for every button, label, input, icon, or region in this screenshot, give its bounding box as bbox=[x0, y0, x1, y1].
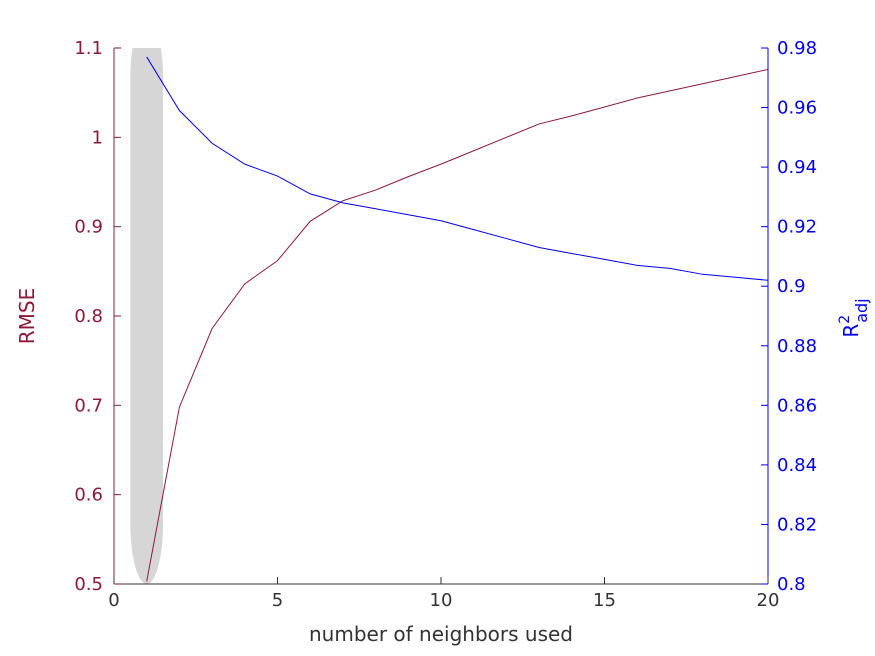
left-y-axis-title: RMSE bbox=[15, 288, 39, 344]
left-y-ticks: 0.5 0.6 0.7 0.8 0.9 1 1.1 bbox=[74, 38, 121, 595]
right-y-tick-label: 0.96 bbox=[777, 98, 817, 119]
left-y-tick-label: 0.9 bbox=[74, 217, 103, 238]
right-y-axis-title-sup: 2 bbox=[837, 315, 853, 324]
right-y-tick-label: 0.8 bbox=[777, 574, 806, 595]
right-y-tick-label: 0.88 bbox=[777, 336, 817, 357]
right-y-axis-title-sub: adj bbox=[852, 298, 871, 322]
highlight-band-mask bbox=[128, 0, 166, 48]
right-y-tick-label: 0.92 bbox=[777, 217, 817, 238]
highlight-band bbox=[130, 18, 164, 584]
series-line-r2adj bbox=[146, 56, 769, 281]
highlight-band-layer bbox=[128, 0, 166, 584]
right-y-tick-label: 0.84 bbox=[777, 455, 817, 476]
x-ticks: 0 5 10 15 20 bbox=[108, 577, 779, 611]
left-y-tick-label: 0.5 bbox=[74, 574, 103, 595]
right-y-ticks: 0.8 0.82 0.84 0.86 0.88 0.9 0.92 0.94 0.96 0.98 bbox=[761, 38, 817, 595]
x-tick-label: 0 bbox=[108, 590, 119, 611]
left-y-tick-label: 0.8 bbox=[74, 306, 103, 327]
right-y-tick-label: 0.82 bbox=[777, 514, 817, 535]
x-tick-label: 15 bbox=[593, 590, 616, 611]
x-tick-label: 10 bbox=[430, 590, 453, 611]
right-y-axis-title: R2adj bbox=[837, 298, 871, 337]
right-y-tick-label: 0.86 bbox=[777, 395, 817, 416]
right-y-tick-label: 0.94 bbox=[777, 157, 817, 178]
left-y-tick-label: 1 bbox=[92, 127, 103, 148]
series-layer bbox=[146, 56, 769, 582]
left-y-tick-label: 0.7 bbox=[74, 395, 103, 416]
right-y-tick-label: 0.98 bbox=[777, 38, 817, 59]
right-y-tick-label: 0.9 bbox=[777, 276, 806, 297]
left-y-tick-label: 1.1 bbox=[74, 38, 103, 59]
left-y-tick-label: 0.6 bbox=[74, 485, 103, 506]
x-axis-title: number of neighbors used bbox=[309, 622, 573, 646]
axes-layer bbox=[113, 48, 769, 585]
x-tick-label: 5 bbox=[272, 590, 283, 611]
series-line-rmse bbox=[146, 68, 769, 582]
x-tick-label: 20 bbox=[757, 590, 780, 611]
right-y-axis-title-base: R bbox=[839, 324, 863, 338]
